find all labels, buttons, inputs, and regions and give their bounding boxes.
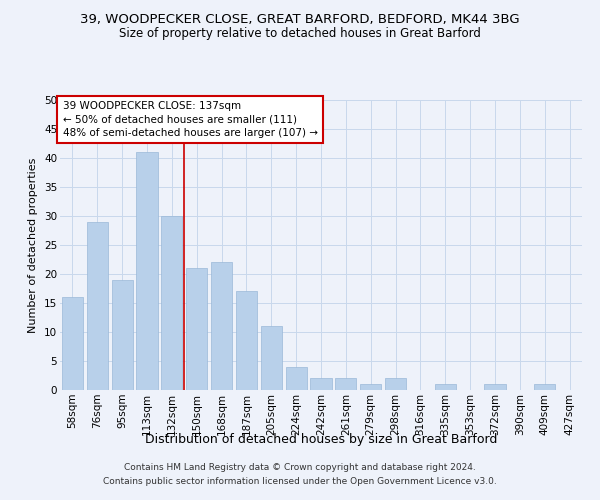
Text: 39 WOODPECKER CLOSE: 137sqm
← 50% of detached houses are smaller (111)
48% of se: 39 WOODPECKER CLOSE: 137sqm ← 50% of det… [62,102,317,138]
Bar [62,297,83,390]
Bar [236,292,257,390]
Bar [161,216,182,390]
Bar [385,378,406,390]
Y-axis label: Number of detached properties: Number of detached properties [28,158,38,332]
Text: 39, WOODPECKER CLOSE, GREAT BARFORD, BEDFORD, MK44 3BG: 39, WOODPECKER CLOSE, GREAT BARFORD, BED… [80,12,520,26]
Bar [286,367,307,390]
Bar [435,384,456,390]
Bar [310,378,332,390]
Bar [186,268,207,390]
Text: Contains HM Land Registry data © Crown copyright and database right 2024.: Contains HM Land Registry data © Crown c… [124,464,476,472]
Bar [211,262,232,390]
Text: Distribution of detached houses by size in Great Barford: Distribution of detached houses by size … [145,432,497,446]
Text: Size of property relative to detached houses in Great Barford: Size of property relative to detached ho… [119,28,481,40]
Bar [87,222,108,390]
Bar [484,384,506,390]
Bar [112,280,133,390]
Bar [335,378,356,390]
Bar [360,384,381,390]
Bar [534,384,555,390]
Bar [136,152,158,390]
Text: Contains public sector information licensed under the Open Government Licence v3: Contains public sector information licen… [103,477,497,486]
Bar [261,326,282,390]
